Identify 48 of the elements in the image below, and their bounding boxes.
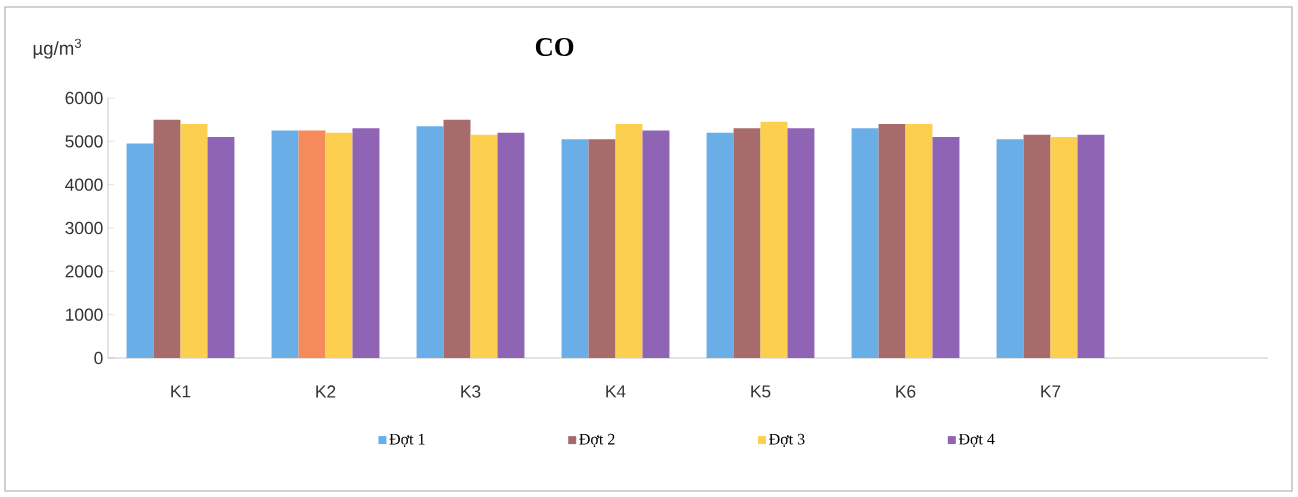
y-tick-label: 1000 [66, 308, 103, 321]
bar [733, 128, 761, 358]
bar [271, 130, 299, 358]
bar [153, 119, 181, 358]
bar [126, 143, 154, 358]
x-tick-label: K3 [461, 385, 481, 398]
x-tick-label: K6 [896, 385, 916, 398]
legend-label: Đợt 1 [389, 433, 425, 448]
x-tick-label: K1 [171, 385, 191, 398]
bar [1077, 134, 1105, 358]
legend-label: Đợt 4 [958, 433, 995, 448]
x-tick-label: K7 [1041, 385, 1061, 398]
bar [760, 121, 788, 358]
legend-label: Đợt 2 [579, 433, 615, 448]
x-tick-label: K4 [606, 385, 626, 398]
bar [996, 139, 1024, 358]
y-tick-label: 6000 [65, 91, 103, 105]
bar [642, 130, 670, 358]
chart-title: CO [535, 38, 574, 56]
bar [851, 128, 879, 358]
y-tick-label: 3000 [65, 221, 103, 235]
bar [207, 137, 235, 358]
legend-label: Đợt 3 [769, 433, 805, 448]
bar [497, 132, 525, 358]
bar [561, 139, 589, 358]
bar [470, 134, 498, 358]
bar [787, 128, 815, 358]
bar [706, 132, 734, 358]
y-axis-title: µg/m$^{3}$ [33, 38, 81, 59]
bar [298, 130, 326, 358]
y-tick-label: 4000 [65, 178, 103, 191]
bar [932, 137, 960, 358]
bar [615, 124, 643, 358]
y-tick-label: 5000 [65, 135, 103, 148]
y-tick-label: 2000 [65, 265, 103, 278]
bar [352, 128, 380, 358]
bar [878, 124, 906, 358]
bar [1023, 134, 1051, 358]
bar [1050, 137, 1078, 358]
bar [180, 124, 208, 358]
y-tick-label: 0 [94, 351, 103, 365]
bar [443, 119, 471, 358]
x-tick-label: K2 [316, 385, 336, 398]
bar [588, 139, 616, 358]
x-tick-label: K5 [751, 385, 771, 398]
bar [416, 126, 444, 358]
bar [905, 124, 933, 358]
bar [325, 132, 353, 358]
